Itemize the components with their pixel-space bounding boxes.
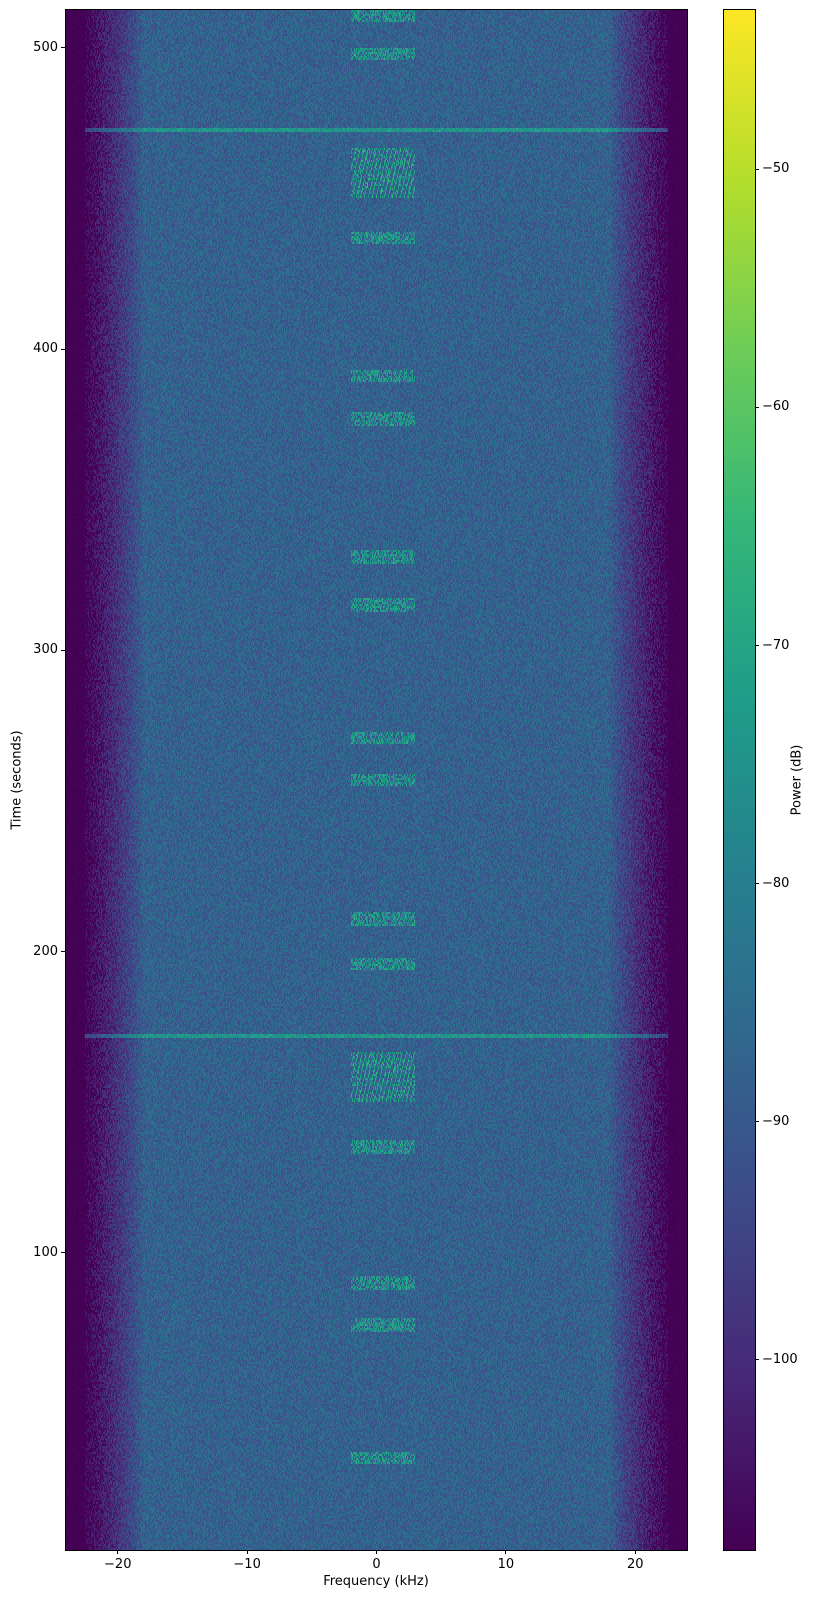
y-tick-label: 200 (33, 943, 58, 959)
y-axis-label: Time (seconds) (9, 730, 25, 830)
x-tick (246, 1550, 248, 1554)
colorbar-label: Power (dB) (789, 744, 805, 816)
spectrogram-heatmap (66, 10, 687, 1550)
colorbar-tick-label: −50 (762, 161, 790, 177)
x-tick (376, 1550, 377, 1554)
colorbar (723, 9, 756, 1551)
spectrogram-plot (65, 9, 688, 1551)
colorbar-tick (755, 883, 759, 885)
colorbar-gradient (724, 10, 755, 1550)
x-tick-label: 0 (372, 1557, 381, 1572)
x-tick-label: −10 (233, 1557, 261, 1572)
colorbar-tick (755, 645, 759, 647)
y-tick (61, 951, 65, 953)
colorbar-tick-label: −80 (762, 875, 790, 891)
x-tick (634, 1550, 636, 1554)
colorbar-tick (755, 168, 759, 170)
colorbar-tick-label: −60 (762, 399, 790, 415)
colorbar-tick-label: −90 (762, 1113, 790, 1129)
x-tick (505, 1550, 507, 1554)
y-tick (61, 47, 65, 49)
x-tick-label: 20 (626, 1557, 644, 1572)
colorbar-frame (723, 9, 756, 1551)
colorbar-tick (755, 1359, 759, 1361)
y-tick-label: 500 (33, 39, 58, 55)
y-tick-label: 100 (33, 1244, 58, 1260)
x-tick-label: −20 (104, 1557, 132, 1572)
colorbar-tick-label: −100 (762, 1351, 798, 1367)
y-tick (61, 649, 65, 651)
plot-frame (65, 9, 688, 1551)
colorbar-tick (755, 1121, 759, 1123)
y-tick (61, 348, 65, 350)
colorbar-tick-label: −70 (762, 637, 790, 653)
y-tick-label: 300 (33, 642, 58, 658)
x-tick-label: 10 (497, 1557, 515, 1572)
x-axis-label: Frequency (kHz) (323, 1574, 429, 1589)
y-tick (61, 1252, 65, 1254)
x-tick (117, 1550, 119, 1554)
colorbar-tick (755, 406, 759, 408)
y-tick-label: 400 (33, 341, 58, 357)
